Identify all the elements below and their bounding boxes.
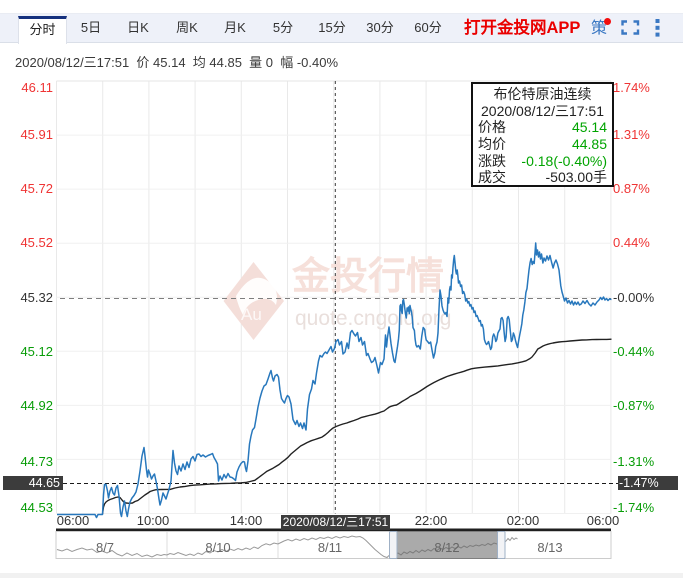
svg-text:金投行情: 金投行情 <box>291 255 444 298</box>
svg-text:Au: Au <box>241 305 262 324</box>
svg-text:quote.cngold.org: quote.cngold.org <box>295 307 451 330</box>
